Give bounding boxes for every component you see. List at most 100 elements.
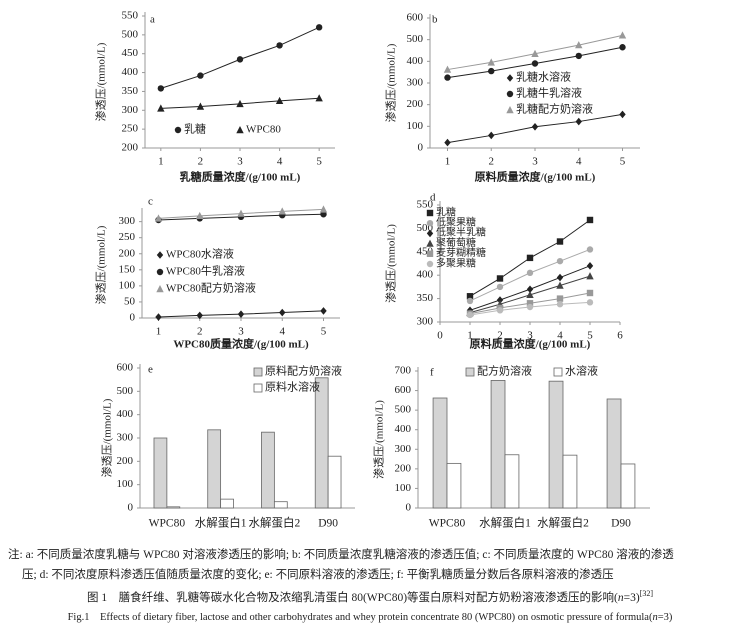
x-tick-label: 2 — [497, 330, 503, 342]
legend-marker — [426, 209, 434, 217]
caption-en: Fig.1 Effects of dietary fiber, lactose … — [0, 609, 740, 624]
point — [466, 293, 474, 300]
point — [236, 56, 244, 63]
x-tick-label: WPC80 — [429, 518, 466, 530]
point — [157, 85, 165, 92]
bar — [504, 454, 520, 509]
legend-marker — [426, 260, 434, 268]
y-tick-label: 350 — [122, 85, 139, 97]
legend-swatch — [553, 367, 563, 377]
y-tick-label: 0 — [130, 312, 136, 324]
point — [279, 308, 286, 317]
legend-label: WPC80 — [246, 124, 281, 136]
y-tick-label: 500 — [407, 33, 424, 45]
point — [488, 67, 495, 75]
point — [466, 297, 474, 305]
point — [196, 102, 205, 110]
y-tick-label: 450 — [417, 245, 434, 257]
point — [319, 205, 328, 213]
bar — [314, 377, 329, 509]
y-tick-label: 600 — [117, 362, 134, 374]
point — [526, 303, 534, 311]
y-tick-label: 200 — [119, 247, 136, 259]
y-tick-label: 50 — [124, 295, 136, 307]
legend-label: 聚葡萄糖 — [436, 236, 476, 249]
panel-label: b — [432, 14, 438, 26]
y-axis-label: 渗透压/(mmol/L) — [100, 398, 114, 477]
y-tick-label: 100 — [119, 279, 136, 291]
x-axis-label: 原料质量浓度/(g/100 mL) — [475, 170, 596, 184]
point — [315, 94, 323, 102]
point — [275, 96, 284, 105]
point — [487, 58, 495, 66]
point — [526, 290, 534, 299]
legend-marker — [506, 106, 514, 114]
point — [586, 246, 594, 253]
point — [619, 44, 626, 51]
point — [526, 269, 534, 277]
point — [575, 52, 582, 60]
point — [276, 42, 283, 49]
x-tick-label: 水解蛋白1 — [195, 516, 247, 530]
y-tick-label: 450 — [122, 47, 139, 59]
x-tick-label: 3 — [237, 156, 243, 168]
point — [531, 49, 539, 57]
x-tick-label: 5 — [587, 330, 593, 342]
point — [488, 131, 495, 140]
point — [556, 281, 564, 289]
x-tick-label: 水解蛋白2 — [537, 516, 589, 530]
legend-swatch — [253, 367, 263, 377]
panel-label: a — [150, 14, 155, 26]
x-tick-label: 3 — [527, 330, 533, 342]
x-tick-label: 6 — [617, 330, 623, 342]
legend-label: 原料水溶液 — [265, 380, 320, 394]
x-axis-label: 乳糖质量浓度/(g/100 mL) — [180, 170, 301, 184]
x-tick-label: 4 — [280, 326, 286, 338]
bar — [166, 506, 181, 509]
point — [197, 72, 204, 79]
y-tick-label: 0 — [128, 502, 134, 514]
bar — [153, 437, 168, 509]
legend-label: 低聚半乳糖 — [436, 226, 486, 239]
legend-marker — [506, 74, 514, 82]
x-tick-label: 5 — [321, 326, 327, 338]
x-tick-label: 4 — [576, 156, 582, 168]
y-tick-label: 150 — [119, 263, 136, 275]
y-tick-label: 100 — [395, 482, 412, 494]
x-tick-label: 3 — [238, 326, 244, 338]
x-tick-label: 0 — [437, 330, 443, 342]
point — [526, 254, 534, 262]
y-tick-label: 300 — [417, 316, 434, 328]
legend-marker — [426, 220, 434, 227]
point — [196, 311, 203, 320]
y-tick-label: 250 — [122, 123, 139, 135]
y-axis-label: 渗透压/(mmol/L) — [94, 42, 108, 121]
point — [556, 295, 564, 302]
note-line: 注: a: 不同质量浓度乳糖与 WPC80 对溶液渗透压的影响; b: 不同质量… — [8, 549, 674, 561]
legend-label: 乳糖水溶液 — [516, 70, 571, 84]
x-tick-label: WPC80 — [149, 518, 186, 530]
x-tick-label: 1 — [156, 326, 162, 338]
panel-label: e — [148, 364, 153, 376]
y-tick-label: 300 — [117, 432, 134, 444]
point — [157, 104, 165, 112]
caption-text: =3) — [623, 592, 640, 604]
x-tick-label: 5 — [316, 156, 322, 168]
legend-label: WPC80牛乳溶液 — [166, 264, 245, 278]
y-tick-label: 500 — [117, 385, 134, 397]
legend-label: 乳糖配方奶溶液 — [516, 102, 593, 116]
bar — [620, 463, 636, 509]
y-tick-label: 400 — [407, 55, 424, 67]
y-tick-label: 600 — [395, 384, 412, 396]
caption-text: Fig.1 Effects of dietary fiber, lactose … — [67, 612, 653, 623]
x-axis-label: 原料质量浓度/(g/100 mL) — [470, 337, 591, 351]
x-tick-label: 3 — [532, 156, 538, 168]
bar — [327, 455, 342, 509]
legend-marker — [426, 239, 434, 247]
point — [196, 211, 204, 220]
y-tick-label: 400 — [117, 408, 134, 420]
legend-label: 配方奶溶液 — [477, 364, 532, 378]
point — [586, 262, 594, 270]
bar — [548, 380, 564, 509]
